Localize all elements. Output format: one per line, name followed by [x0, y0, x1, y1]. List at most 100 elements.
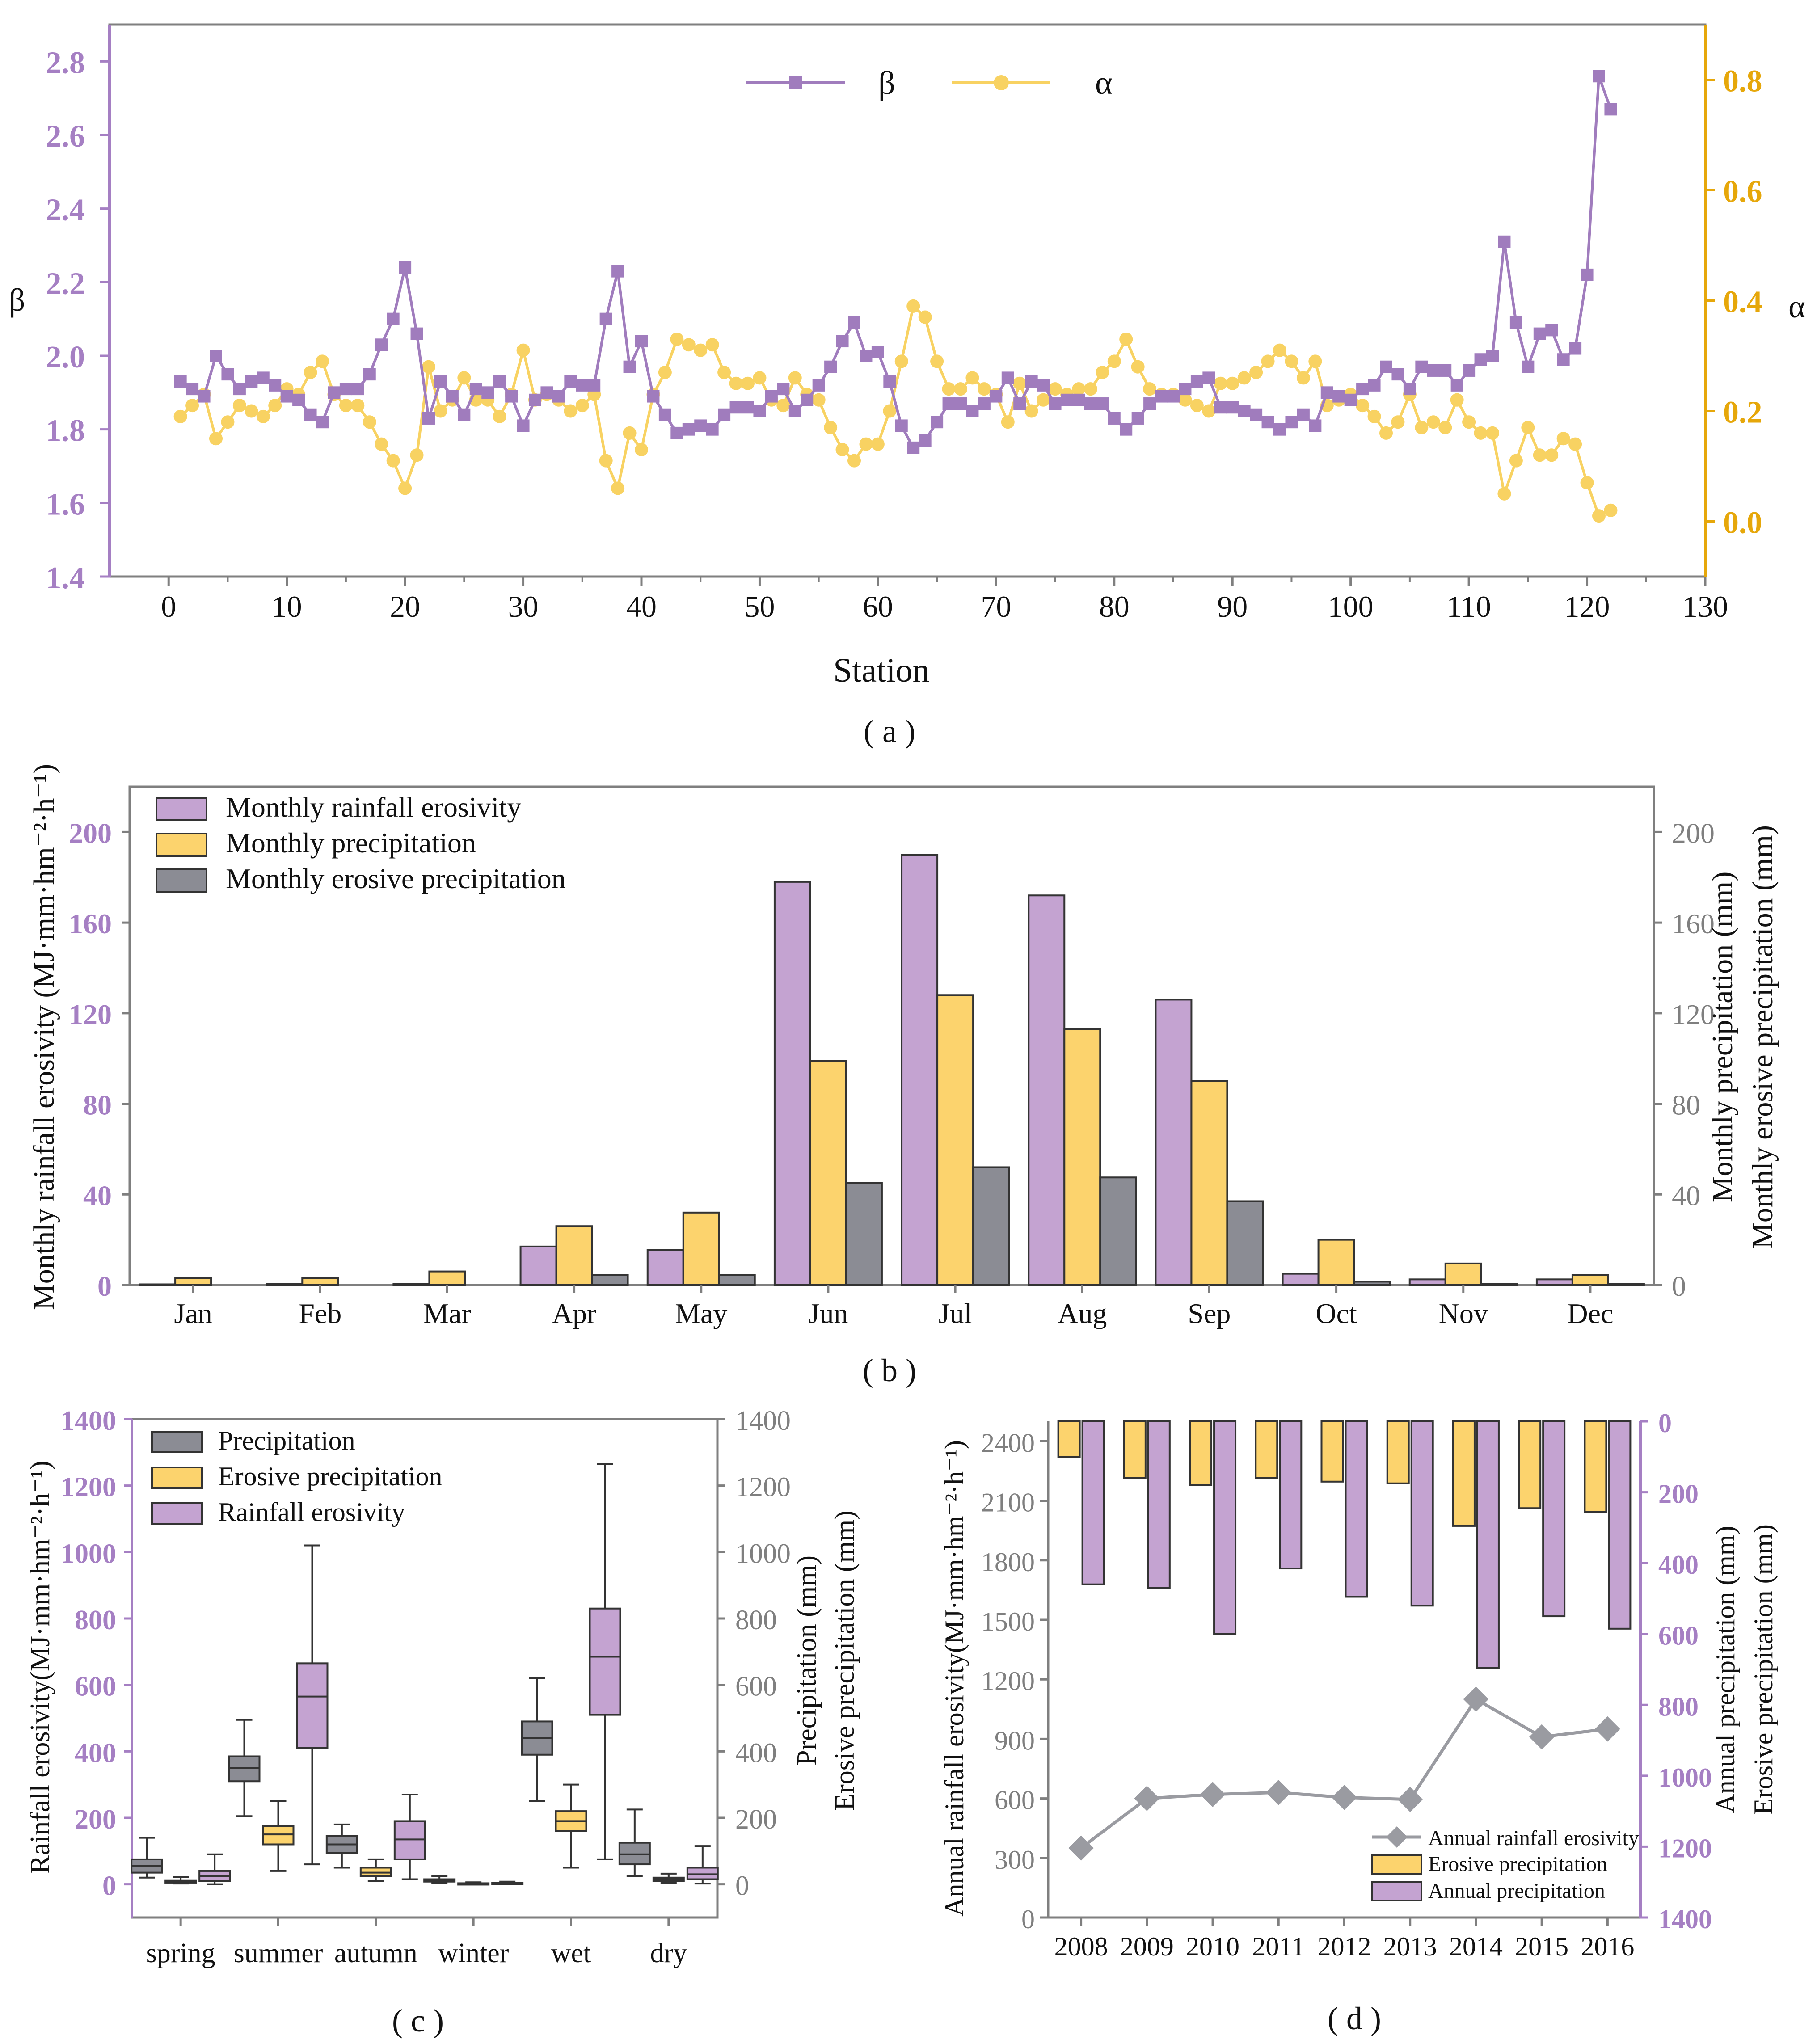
panel-a-beta-point: [233, 383, 246, 396]
panel-a-beta-point: [410, 327, 423, 340]
panel-a-alpha-point: [1296, 371, 1310, 385]
panel-a-beta-point: [1522, 360, 1535, 373]
panel-a-xtick-label: 80: [1099, 590, 1130, 624]
panel-a-alpha-point: [1249, 366, 1263, 379]
panel-b-bar: [591, 1274, 629, 1286]
panel-b-bar: [809, 1060, 847, 1286]
panel-d-legend-swatch: [1371, 1854, 1422, 1875]
panel-b-bar: [519, 1245, 557, 1286]
panel-c-ytick-right-label: 1000: [735, 1538, 791, 1569]
panel-a-alpha-point: [1533, 448, 1547, 462]
panel-a-alpha-point: [1037, 393, 1050, 407]
panel-a-beta-point: [1509, 316, 1522, 329]
panel-b-ytick-right-label: 80: [1672, 1089, 1700, 1121]
panel-c-xtick-label: autumn: [334, 1938, 417, 1968]
panel-d-ytick-right-label: 400: [1658, 1550, 1699, 1580]
panel-a-alpha-point: [623, 426, 637, 440]
panel-a-ytick-left-label: 2.6: [46, 119, 85, 154]
panel-b-bar: [972, 1166, 1010, 1286]
panel-c-xtick-label: dry: [650, 1938, 687, 1968]
panel-a-beta-point: [990, 390, 1003, 403]
panel-b-ytick-left-label: 0: [97, 1270, 112, 1302]
panel-d-legend-line-marker: [1386, 1826, 1408, 1848]
panel-a-alpha-point: [1367, 409, 1381, 423]
panel-d-bar-annual: [1279, 1420, 1303, 1570]
panel-c-ytick-left-label: 1200: [61, 1472, 116, 1503]
panel-a-beta-point: [1072, 393, 1085, 406]
panel-a-alpha-point: [185, 399, 199, 413]
panel-c-xtick-label: wet: [551, 1938, 591, 1968]
panel-a-beta-point: [540, 386, 553, 399]
panel-d-bar-erosive: [1386, 1420, 1410, 1484]
panel-c-ylabel-right-1: Precipitation (mm): [792, 1555, 822, 1766]
panel-a-alpha-point: [965, 371, 979, 385]
panel-d-ytick-left-label: 1200: [981, 1666, 1035, 1696]
panel-b-bar: [174, 1277, 212, 1286]
panel-a-xtick-label: 60: [863, 590, 893, 624]
panel-a-ytick-left-label: 1.8: [46, 414, 85, 448]
panel-a-beta-point: [576, 379, 589, 392]
panel-b-bar: [392, 1283, 430, 1286]
panel-a-beta-point: [481, 386, 494, 399]
panel-a-alpha-point: [812, 393, 826, 407]
panel-d-erosivity-point: [1397, 1787, 1423, 1812]
panel-d-bar-annual: [1608, 1420, 1632, 1630]
panel-b-ylabel-right-1: Monthly precipitation (mm): [1706, 872, 1739, 1203]
panel-c-ytick-left-label: 200: [75, 1804, 116, 1835]
panel-d-xtick-label: 2016: [1581, 1932, 1634, 1961]
panel-a-alpha-point: [1568, 437, 1582, 451]
panel-a-alpha-point: [1131, 360, 1145, 374]
panel-a-alpha-point: [1214, 376, 1227, 390]
panel-a-beta-point: [1439, 364, 1452, 377]
panel-a-beta-point: [328, 386, 341, 399]
panel-b-xtick-label: Jan: [174, 1298, 212, 1329]
panel-a-beta-point: [801, 393, 814, 406]
panel-a-alpha-point: [1391, 415, 1405, 429]
panel-d-erosivity-point: [1595, 1716, 1620, 1742]
panel-a-alpha-point: [1592, 509, 1606, 523]
panel-c-ylabel-left: Rainfall erosivity(MJ·mm·hm⁻²·h⁻¹): [25, 1461, 55, 1874]
panel-d-ytick-right-label: 200: [1658, 1479, 1699, 1509]
panel-b-ytick-right-label: 160: [1672, 908, 1715, 940]
panel-a-alpha-point: [705, 338, 719, 352]
panel-b-xtick-label: May: [675, 1298, 727, 1329]
panel-a-beta-point: [1143, 397, 1156, 410]
panel-a-beta-point: [670, 426, 683, 439]
panel-a-alpha-point: [386, 454, 400, 468]
panel-a-alpha-point: [847, 454, 861, 468]
panel-a-beta-point: [517, 419, 530, 432]
panel-c-ytick-right-label: 1200: [735, 1472, 791, 1503]
panel-a-beta-point: [1049, 397, 1062, 410]
panel-a-beta-point: [966, 405, 979, 417]
panel-a-alpha-point: [339, 399, 353, 413]
panel-a-alpha-point: [493, 409, 506, 423]
panel-d-erosivity-line: [1080, 1698, 1608, 1850]
panel-a-alpha-point: [635, 443, 648, 456]
panel-d-legend-label: Erosive precipitation: [1428, 1852, 1607, 1876]
panel-b-bar: [1155, 999, 1193, 1286]
panel-a-beta-point: [623, 360, 636, 373]
panel-a-beta-point: [682, 423, 695, 436]
panel-a-alpha-point: [1226, 376, 1239, 390]
panel-a-frame: [108, 23, 1707, 578]
panel-d-ytick-left-label: 300: [995, 1845, 1035, 1875]
panel-a-alpha-point: [1143, 382, 1157, 396]
panel-b-bar: [1317, 1239, 1355, 1286]
panel-a-beta-point: [788, 405, 801, 417]
panel-c-ytick-right-label: 600: [735, 1672, 777, 1702]
panel-b-bar: [845, 1182, 883, 1286]
panel-c-ytick-left-label: 400: [75, 1738, 116, 1768]
panel-a-beta-point: [1061, 393, 1073, 406]
panel-c-legend-swatch: [151, 1431, 203, 1453]
panel-c-legend-swatch: [151, 1467, 203, 1489]
panel-b-xtick-label: Apr: [552, 1298, 597, 1329]
panel-a-xtick-label: 110: [1446, 590, 1491, 624]
panel-b-bar: [1226, 1200, 1264, 1286]
panel-b-bar: [1408, 1278, 1446, 1286]
panel-a-beta-point: [812, 379, 825, 392]
panel-b-xtick-label: Sep: [1188, 1298, 1231, 1329]
panel-a-beta-point: [1593, 70, 1605, 83]
panel-a-alpha-point: [694, 343, 708, 357]
panel-b-ylabel-left: Monthly rainfall erosivity (MJ·mm·hm⁻²·h…: [28, 764, 60, 1310]
panel-c-caption: ( c ): [392, 2003, 444, 2039]
